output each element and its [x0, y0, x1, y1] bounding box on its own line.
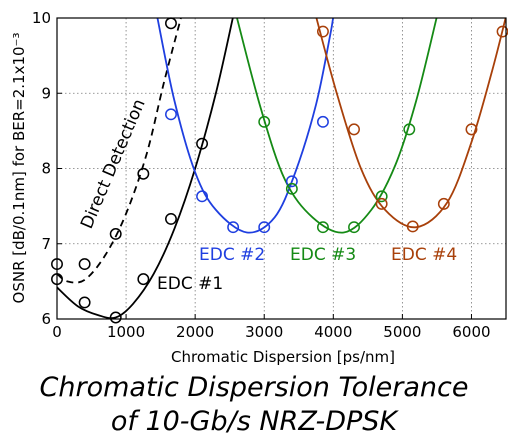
data-point-direct-detection — [109, 228, 122, 240]
series-line-direct-detection — [57, 18, 182, 284]
grid — [56, 17, 506, 320]
label-edc-2: EDC #2 — [199, 245, 265, 265]
y-tick-label: 10 — [32, 9, 51, 27]
label-direct-detection: Direct Detection — [77, 96, 150, 232]
x-tick-label: 4000 — [314, 323, 352, 341]
x-tick-label: 0 — [52, 323, 62, 341]
data-point-edc-3 — [316, 221, 329, 234]
series-line-edc-1 — [57, 18, 234, 319]
data-point-edc-4 — [465, 123, 478, 136]
data-point-edc-2 — [196, 190, 209, 203]
data-point-edc-2 — [165, 108, 177, 121]
data-point-edc-2 — [285, 175, 298, 188]
data-point-edc-4 — [406, 220, 419, 233]
label-edc-1: EDC #1 — [157, 274, 223, 294]
data-point-edc-1 — [109, 311, 122, 324]
data-point-edc-2 — [227, 221, 240, 234]
data-point-edc-2 — [316, 115, 329, 128]
caption-line-2: of 10-Gb/s NRZ-DPSK — [110, 406, 398, 437]
data-point-edc-3 — [258, 115, 271, 128]
data-point-edc-3 — [285, 182, 298, 195]
data-point-edc-3 — [348, 221, 360, 234]
data-point-edc-3 — [375, 190, 388, 203]
axis-ticks: 0 1000 2000 3000 4000 5000 6000 6 7 8 9 10 — [32, 9, 491, 341]
x-tick-label: 3000 — [245, 323, 283, 341]
caption-line-1: Chromatic Dispersion Tolerance — [39, 372, 469, 403]
data-point-edc-2 — [258, 221, 271, 234]
data-point-edc-4 — [316, 25, 329, 38]
y-axis-label: OSNR [dB/0.1nm] for BER=2.1x10⁻³ — [10, 33, 28, 304]
data-point-edc-1 — [78, 296, 91, 309]
data-point-edc-4 — [437, 197, 450, 210]
data-point-edc-4 — [348, 123, 360, 136]
series-line-edc-4 — [315, 18, 506, 229]
y-tick-label: 9 — [41, 84, 51, 102]
dispersion-chart: 0 1000 2000 3000 4000 5000 6000 6 7 8 9 10 Chromati… — [10, 9, 508, 366]
x-tick-label: 1000 — [107, 323, 145, 341]
label-edc-3: EDC #3 — [290, 245, 356, 265]
data-point-edc-4 — [375, 197, 388, 210]
data-point-edc-1 — [165, 212, 177, 225]
y-tick-label: 6 — [41, 310, 51, 328]
y-tick-label: 8 — [41, 160, 51, 178]
data-point-direct-detection — [165, 17, 177, 30]
data-point-edc-1 — [137, 273, 150, 286]
y-tick-label: 7 — [41, 235, 51, 253]
data-point-edc-1 — [196, 137, 209, 150]
x-tick-label: 6000 — [452, 323, 490, 341]
label-edc-4: EDC #4 — [391, 245, 457, 265]
series-line-edc-3 — [236, 18, 438, 234]
x-tick-label: 2000 — [176, 323, 214, 341]
x-tick-label: 5000 — [383, 323, 421, 341]
curves — [57, 18, 506, 319]
data-point-edc-3 — [403, 123, 416, 136]
data-point-direct-detection — [78, 258, 91, 271]
data-point-direct-detection — [137, 167, 150, 180]
x-axis-label: Chromatic Dispersion [ps/nm] — [171, 348, 395, 366]
